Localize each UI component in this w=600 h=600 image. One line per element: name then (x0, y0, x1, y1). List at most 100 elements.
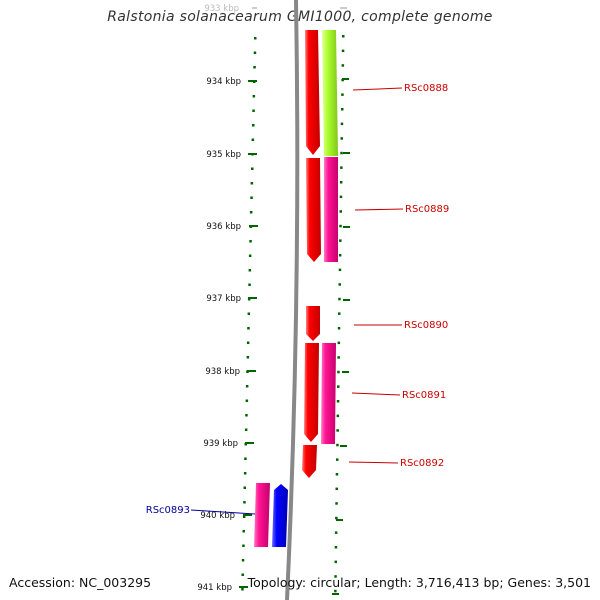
ruler-minor-tick (251, 138, 255, 141)
reverse-minor-tick (338, 297, 341, 301)
leader-rsc0889 (354, 208, 404, 211)
reverse-minor-tick (341, 108, 344, 111)
accession-text: Accession: NC_003295 (9, 575, 152, 590)
ruler-minor-tick (244, 428, 248, 431)
reverse-minor-tick (338, 268, 342, 272)
leader-rsc0892 (348, 461, 399, 464)
reverse-minor-tick (335, 516, 338, 520)
ruler-minor-tick (250, 196, 253, 199)
ruler-minor-tick (241, 559, 245, 562)
reverse-minor-tick (336, 443, 339, 447)
reverse-minor-tick (335, 473, 339, 476)
tick-label-935: 935 kbp (206, 150, 241, 160)
ruler-minor-tick (243, 486, 246, 489)
reverse-minor-tick (337, 370, 340, 374)
reverse-minor-tick (337, 327, 341, 330)
label-leaders (190, 87, 404, 515)
ruler-minor-tick (244, 457, 247, 460)
ruler-minor-tick (244, 443, 247, 446)
gene-label-rsc0890[interactable]: RSc0890 (404, 320, 448, 331)
tick-label-940: 940 kbp (200, 511, 235, 521)
ruler-ticks (239, 7, 258, 588)
backbone-arc (285, 0, 300, 600)
reverse-minor-tick (338, 312, 341, 315)
reverse-minor-tick (340, 122, 344, 126)
cds-rsc0892-forward (302, 445, 317, 478)
tick-label-934: 934 kbp (206, 77, 241, 87)
reverse-minor-tick (336, 400, 340, 403)
gene-label-rsc0892[interactable]: RSc0892 (400, 458, 444, 469)
gene-label-rsc0888[interactable]: RSc0888 (404, 83, 448, 94)
reverse-minor-tick (339, 239, 342, 242)
ruler-minor-tick (245, 414, 248, 417)
reverse-minor-tick (338, 283, 341, 286)
reverse-minor-tick (341, 64, 345, 67)
cds-rsc0891-reverse (321, 343, 336, 444)
ruler-minor-tick (241, 573, 244, 576)
inner-cds-track (254, 483, 288, 547)
tick-label-941: 941 kbp (197, 583, 232, 593)
reverse-minor-tick (334, 546, 338, 549)
ruler-minor-tick (252, 109, 255, 112)
reverse-minor-tick (339, 210, 342, 213)
tick-label-936: 936 kbp (206, 222, 241, 232)
reverse-minor-tick (336, 458, 339, 461)
ruler-minor-tick (243, 472, 247, 475)
genome-summary-text: Topology: circular; Length: 3,716,413 bp… (247, 575, 591, 590)
leader-rsc0888 (352, 87, 403, 91)
reverse-minor-ticks (334, 35, 345, 593)
ruler-minor-tick (248, 254, 252, 257)
ruler-minor-tick (249, 211, 253, 214)
cds-rsc0889-forward (306, 158, 321, 262)
reverse-cds-track (321, 30, 338, 444)
ruler-minor-tick (252, 95, 256, 98)
cds-rsc0888-reverse (322, 30, 338, 156)
tick-label-939: 939 kbp (203, 439, 238, 449)
ruler-minor-tick (250, 182, 254, 185)
map-title: Ralstonia solanacearum GMI1000, complete… (107, 9, 493, 25)
ruler-minor-tick (247, 327, 250, 330)
ruler-minor-tick (247, 298, 251, 301)
tick-label-937: 937 kbp (206, 294, 241, 304)
reverse-minor-tick (337, 385, 340, 388)
ruler-minor-tick (247, 312, 251, 315)
reverse-minor-tick (334, 575, 337, 578)
tick-label-938: 938 kbp (205, 367, 240, 377)
reverse-minor-tick (334, 531, 338, 534)
ruler-minor-tick (249, 225, 253, 228)
reverse-minor-tick (340, 166, 343, 169)
tick-label-933: 933 kbp (204, 4, 239, 14)
ruler-minor-tick (252, 124, 255, 127)
reverse-minor-tick (334, 589, 337, 593)
ruler-minor-tick (251, 153, 254, 156)
reverse-minor-tick (335, 502, 338, 505)
ruler-minor-tick (245, 399, 249, 402)
ruler-minor-tick (248, 283, 251, 286)
ruler-minor-tick (242, 544, 245, 547)
ruler-minor-tick (246, 356, 250, 359)
ruler-minor-tick (242, 515, 246, 518)
ruler-minor-tick (243, 501, 246, 504)
gene-label-rsc0891[interactable]: RSc0891 (402, 390, 446, 401)
cds-rsc0891-forward (304, 343, 319, 442)
ruler-minor-tick (254, 37, 257, 40)
leader-rsc0893 (190, 509, 256, 515)
reverse-minor-tick (334, 560, 337, 564)
gene-label-rsc0889[interactable]: RSc0889 (405, 204, 449, 215)
reverse-minor-tick (335, 487, 338, 491)
gene-label-rsc0893[interactable]: RSc0893 (146, 505, 190, 516)
reverse-minor-tick (336, 429, 339, 432)
reverse-minor-tick (340, 151, 343, 155)
ruler-minor-tick (253, 66, 256, 69)
reverse-minor-tick (339, 195, 343, 199)
cds-rsc0888-forward (305, 30, 320, 155)
cds-rsc0890-forward (306, 306, 320, 341)
ruler-minor-tick (246, 370, 249, 373)
ruler-minor-ticks (241, 37, 257, 591)
cds-rsc0889-reverse (324, 157, 338, 262)
ruler-minor-tick (253, 51, 257, 54)
ruler-minor-tick (245, 385, 249, 388)
reverse-minor-tick (339, 181, 343, 184)
ruler-minor-tick (253, 80, 256, 83)
ruler-minor-tick (242, 530, 245, 533)
